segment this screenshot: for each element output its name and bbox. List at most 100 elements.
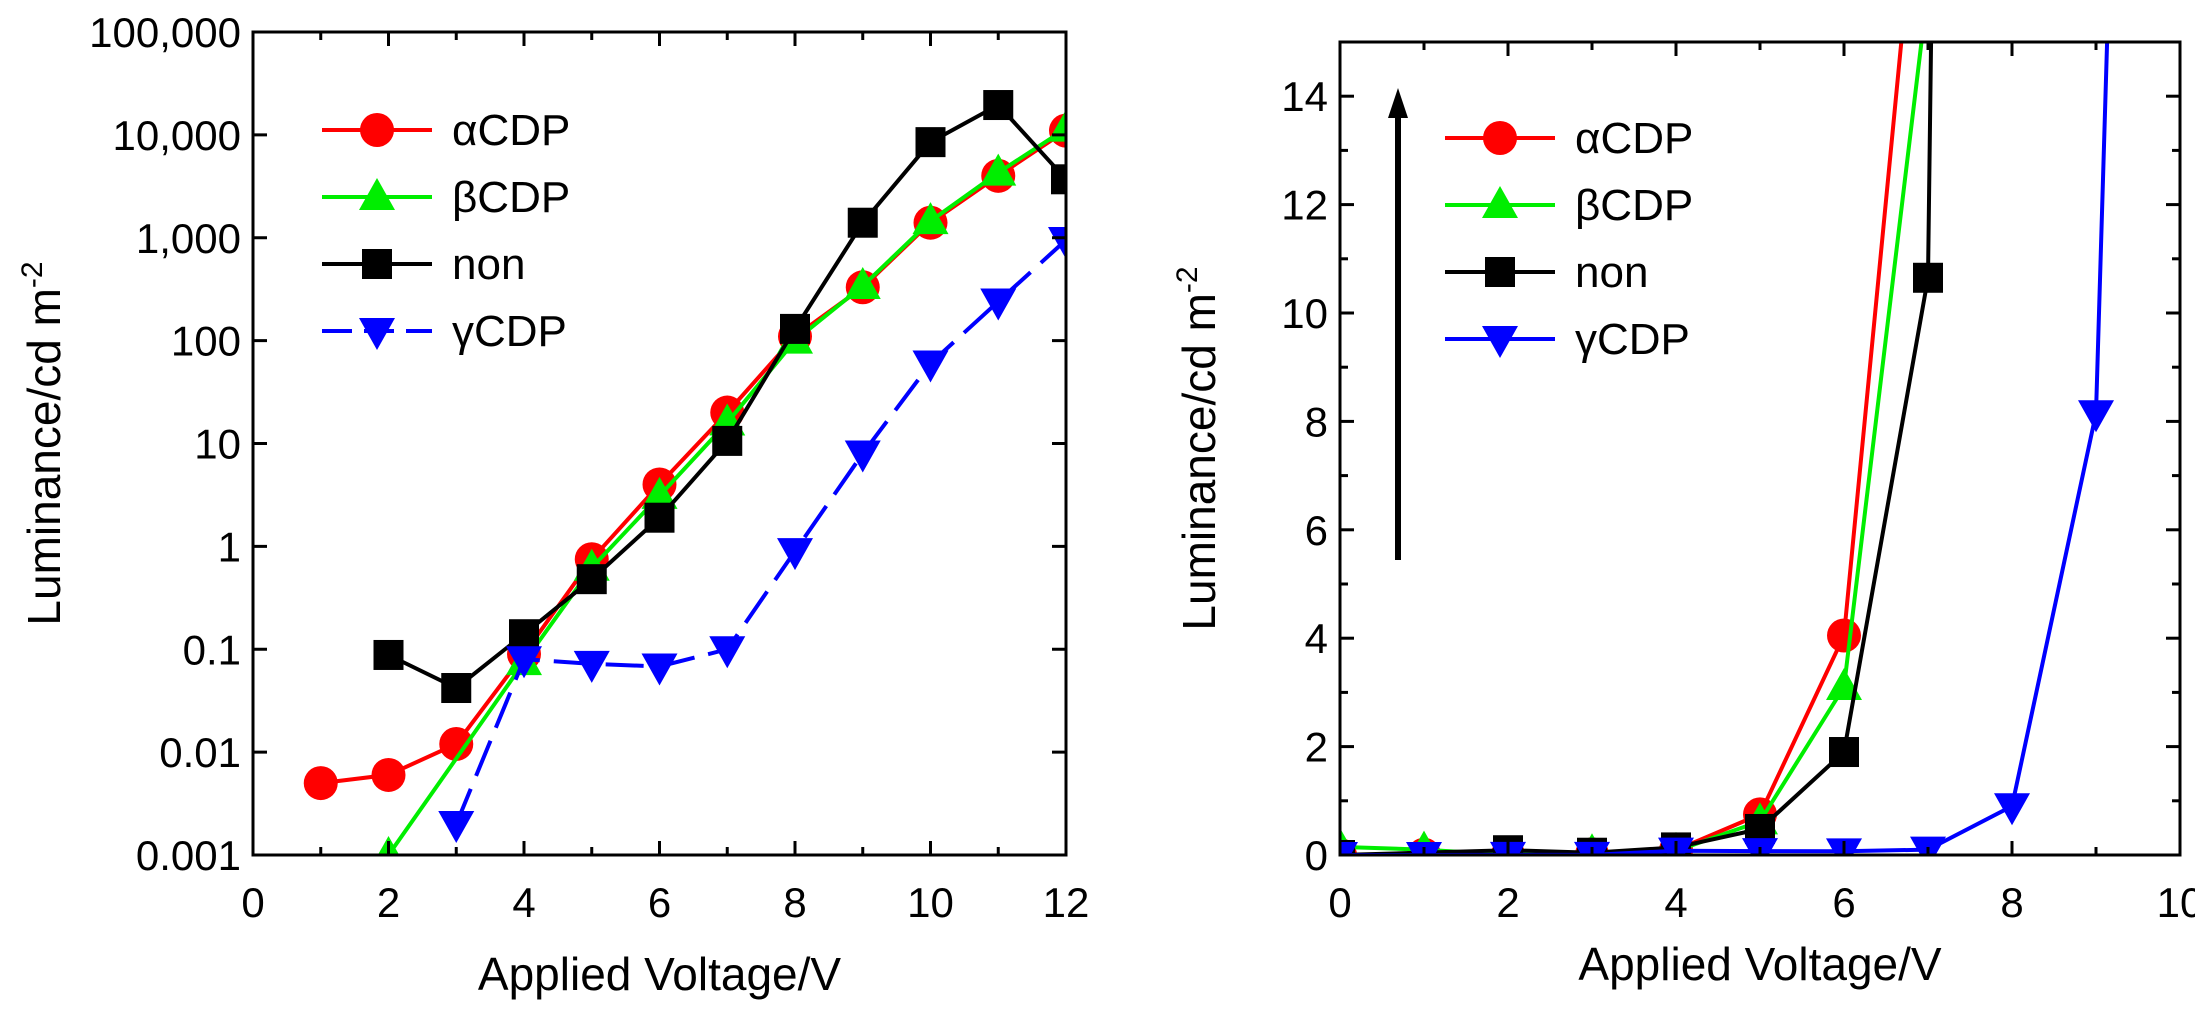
- legend-marker-γCDP: [1482, 326, 1518, 358]
- data-point-γCDP-1: [1406, 842, 1442, 855]
- y-tick-label: 6: [1305, 507, 1328, 554]
- y-axis-title-superscript: -2: [16, 261, 49, 288]
- x-tick-label: 4: [512, 879, 535, 926]
- legend-label-αCDP: αCDP: [452, 106, 570, 155]
- data-point-non-10: [915, 127, 946, 158]
- y-tick-label: 0.1: [183, 626, 241, 673]
- data-point-βCDP-11: [980, 153, 1017, 186]
- data-point-non-12: [1051, 164, 1066, 195]
- data-point-αCDP-3: [439, 726, 474, 761]
- legend-label-γCDP: γCDP: [452, 307, 567, 356]
- legend-label-βCDP: βCDP: [1575, 181, 1693, 230]
- data-point-non-11: [983, 90, 1014, 121]
- y-tick-label: 2: [1305, 724, 1328, 771]
- data-point-γCDP-8: [1994, 793, 2030, 826]
- y-tick-label: 8: [1305, 398, 1328, 445]
- data-point-γCDP-3: [1574, 841, 1610, 855]
- y-tick-label: 0.001: [136, 832, 241, 879]
- data-point-γCDP-7: [709, 636, 746, 669]
- legend-label-γCDP: γCDP: [1575, 315, 1690, 364]
- x-axis-title: Applied Voltage/V: [1578, 938, 1941, 990]
- data-point-γCDP-11: [980, 288, 1017, 321]
- data-point-βCDP-7: [1910, 0, 1946, 1]
- y-tick-label: 100: [171, 318, 241, 365]
- data-point-γCDP-5: [573, 650, 610, 683]
- data-point-βCDP-6: [641, 476, 678, 509]
- y-tick-label: 1,000: [136, 215, 241, 262]
- chart-panel-2: 0 2 4 6 8 10 0 2 4 6 8 10 12 14 Applied Voltage/V Lumin…: [1171, 0, 2195, 990]
- y-tick-label: 100,000: [89, 9, 241, 56]
- data-point-αCDP-6: [1827, 618, 1861, 653]
- arrow-head: [1388, 88, 1408, 118]
- data-point-γCDP-8: [777, 538, 813, 571]
- data-point-γCDP-5: [1742, 838, 1778, 855]
- data-point-γCDP-4: [506, 646, 542, 679]
- data-point-non-7: [1913, 262, 1943, 293]
- data-point-non-6: [1829, 737, 1859, 768]
- y-tick-label: 12: [1281, 182, 1328, 229]
- chart-panel-1: 0 2 4 6 8 10 12 0.001 0.01 0.1 1 10 100 1,000 10,000 10…: [16, 9, 1089, 1000]
- x-tick-label: 2: [377, 879, 400, 926]
- x-tick-label: 0: [241, 879, 264, 926]
- legend-marker-non: [362, 249, 392, 279]
- legend-marker-γCDP: [359, 318, 395, 350]
- data-point-non-3: [441, 673, 472, 704]
- data-point-γCDP-6: [641, 653, 678, 686]
- y-tick-label: 14: [1281, 73, 1328, 120]
- legend-marker-αCDP: [1483, 121, 1517, 155]
- y-axis-title-main: Luminance/cd m: [18, 288, 70, 626]
- data-point-γCDP-9: [2078, 400, 2114, 433]
- plot-area: [303, 90, 1066, 855]
- y-tick-label: 10: [1281, 290, 1328, 337]
- data-point-non-8: [780, 313, 810, 344]
- data-point-αCDP-2: [371, 757, 406, 792]
- data-point-non-2: [373, 639, 404, 670]
- data-point-γCDP-3: [438, 811, 475, 844]
- y-tick-label: 0: [1305, 832, 1328, 879]
- x-tick-label: 8: [2000, 879, 2023, 926]
- data-point-γCDP-12: [1048, 227, 1066, 260]
- series-line-γCDP: [1340, 42, 2110, 855]
- data-point-γCDP-10: [912, 350, 949, 383]
- data-point-non-7: [712, 425, 743, 456]
- x-tick-label: 6: [1832, 879, 1855, 926]
- y-axis-title-main: Luminance/cd m: [1173, 293, 1225, 631]
- data-point-non-5: [576, 564, 607, 595]
- y-tick-label: 10,000: [113, 112, 241, 159]
- legend-marker-non: [1485, 257, 1515, 287]
- data-point-γCDP-0: [1340, 842, 1358, 855]
- legend-marker-αCDP: [360, 113, 394, 147]
- x-tick-label: 10: [907, 879, 954, 926]
- data-point-non-4: [509, 619, 539, 650]
- legend-marker-βCDP: [359, 178, 395, 210]
- x-axis-title: Applied Voltage/V: [478, 948, 841, 1000]
- x-tick-label: 0: [1328, 879, 1351, 926]
- data-point-γCDP-9: [844, 440, 881, 473]
- y-axis-title: Luminance/cd m-2: [1171, 266, 1225, 630]
- legend-label-βCDP: βCDP: [452, 173, 570, 222]
- data-point-non-9: [847, 207, 878, 238]
- legend-marker-βCDP: [1482, 186, 1518, 218]
- series-line-γCDP: [454, 238, 1066, 825]
- x-tick-label: 8: [783, 879, 806, 926]
- legend-label-non: non: [1575, 248, 1648, 297]
- y-tick-label: 1: [218, 523, 241, 570]
- x-tick-label: 10: [2157, 879, 2195, 926]
- y-axis-title: Luminance/cd m-2: [16, 261, 70, 625]
- y-tick-label: 0.01: [159, 729, 241, 776]
- data-point-αCDP-1: [303, 766, 338, 801]
- y-tick-label: 4: [1305, 615, 1328, 662]
- y-tick-label: 10: [194, 421, 241, 468]
- x-tick-label: 4: [1664, 879, 1687, 926]
- data-point-γCDP-7: [1910, 836, 1946, 855]
- legend-label-non: non: [452, 240, 525, 289]
- x-tick-label: 6: [648, 879, 671, 926]
- plot-frame: [1338, 40, 2182, 857]
- data-point-βCDP-10: [912, 202, 949, 235]
- y-axis-title-superscript: -2: [1171, 266, 1204, 293]
- x-tick-label: 2: [1496, 879, 1519, 926]
- data-point-βCDP-9: [844, 266, 881, 299]
- data-point-non-6: [644, 502, 675, 533]
